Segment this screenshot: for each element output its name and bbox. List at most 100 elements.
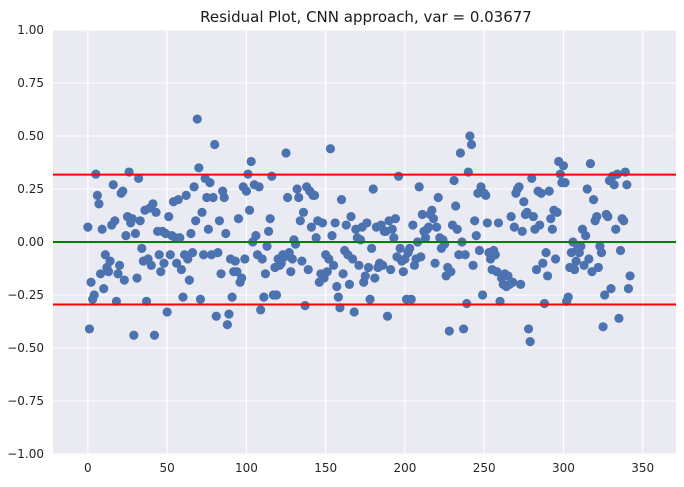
y-tick-label: −0.25	[7, 288, 44, 302]
data-point	[386, 264, 396, 275]
data-point	[503, 271, 513, 281]
data-point	[221, 228, 231, 239]
data-point	[189, 182, 199, 192]
data-point	[509, 222, 519, 232]
data-point	[94, 199, 104, 209]
data-point	[176, 264, 187, 275]
data-point	[420, 233, 431, 243]
data-point	[135, 216, 145, 226]
data-point	[134, 173, 144, 183]
data-point	[579, 260, 589, 270]
data-point	[154, 250, 164, 260]
data-point	[368, 184, 378, 194]
y-tick-label: 0.00	[17, 235, 44, 249]
data-point	[493, 218, 504, 228]
data-point	[89, 290, 99, 300]
data-point	[482, 218, 492, 228]
x-tick-label: 200	[393, 461, 416, 475]
data-point	[439, 239, 450, 249]
data-point	[95, 269, 106, 279]
y-tick-label: −0.75	[7, 394, 44, 408]
data-point	[603, 211, 613, 222]
data-point	[625, 271, 635, 281]
data-point	[227, 292, 237, 302]
data-point	[622, 180, 632, 190]
data-point	[451, 201, 461, 211]
data-point	[528, 211, 538, 222]
data-point	[300, 301, 310, 311]
data-point	[100, 250, 110, 260]
data-point	[458, 324, 469, 334]
data-points	[83, 114, 635, 347]
data-point	[148, 199, 158, 209]
data-point	[290, 239, 301, 249]
data-point	[330, 218, 340, 228]
data-point	[108, 180, 118, 190]
data-point	[389, 233, 399, 243]
data-point	[514, 182, 524, 192]
data-point	[428, 214, 439, 224]
data-point	[592, 211, 602, 222]
x-tick-labels: 0 50 100 150 200 250 300 350	[84, 461, 654, 475]
data-point	[560, 178, 570, 188]
data-point	[322, 267, 332, 277]
data-point	[465, 131, 475, 141]
data-point	[216, 269, 226, 279]
data-point	[378, 260, 388, 270]
data-point	[471, 231, 481, 241]
data-point	[186, 228, 196, 239]
y-tick-labels: −1.00 −0.75 −0.50 −0.25 0.00 0.25 0.50 0.75 1.00	[7, 23, 44, 461]
x-tick-label: 250	[473, 461, 496, 475]
data-point	[576, 241, 586, 251]
data-point	[83, 222, 93, 232]
data-point	[416, 252, 426, 262]
x-tick-label: 350	[631, 461, 654, 475]
data-point	[547, 224, 557, 234]
data-point	[327, 231, 337, 241]
data-point	[324, 254, 334, 264]
data-point	[233, 214, 244, 224]
data-point	[408, 220, 418, 230]
data-point	[542, 271, 553, 281]
data-point	[198, 250, 209, 260]
data-point	[365, 294, 375, 304]
data-point	[292, 184, 302, 194]
data-point	[333, 292, 343, 302]
data-point	[552, 207, 562, 217]
data-point	[317, 218, 328, 228]
data-point	[118, 186, 128, 196]
data-point	[535, 220, 545, 230]
data-point	[360, 271, 370, 281]
data-point	[213, 248, 223, 258]
data-point	[433, 192, 443, 203]
data-point	[611, 224, 621, 234]
data-point	[271, 290, 282, 300]
data-point	[130, 228, 141, 239]
data-point	[263, 226, 274, 236]
data-point	[286, 267, 296, 277]
data-point	[427, 205, 437, 215]
data-point	[240, 254, 250, 264]
data-point	[354, 260, 364, 270]
data-point	[444, 326, 454, 336]
data-point	[527, 173, 537, 183]
data-point	[362, 218, 372, 228]
data-point	[187, 248, 198, 258]
data-point	[283, 192, 293, 203]
data-point	[614, 313, 624, 323]
data-point	[519, 197, 529, 207]
data-point	[606, 284, 616, 294]
data-point	[348, 254, 358, 264]
y-tick-label: −1.00	[7, 447, 44, 461]
data-point	[390, 214, 401, 224]
data-point	[297, 256, 307, 266]
data-point	[175, 233, 185, 243]
data-point	[538, 258, 548, 268]
data-point	[127, 214, 137, 224]
data-point	[325, 144, 336, 154]
data-point	[584, 254, 594, 264]
data-point	[237, 273, 247, 283]
data-point	[114, 260, 125, 270]
data-point	[446, 267, 456, 277]
data-point	[398, 267, 408, 277]
